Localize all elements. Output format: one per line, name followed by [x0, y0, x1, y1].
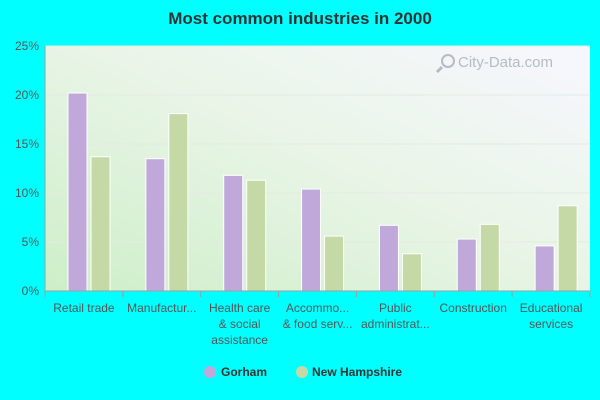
bar-gorham: [534, 245, 555, 292]
legend-swatch: [296, 366, 308, 378]
y-tick-label: 0%: [22, 284, 40, 298]
magnifier-icon: [435, 54, 455, 74]
bar-new-hampshire: [246, 179, 267, 292]
bar-new-hampshire: [557, 205, 578, 292]
x-category-label: Retail trade: [53, 301, 115, 315]
watermark-text: City-Data.com: [458, 54, 553, 71]
y-tick-label: 5%: [22, 235, 40, 249]
bar-gorham: [456, 238, 477, 292]
legend-label: Gorham: [221, 365, 267, 379]
bar-gorham: [67, 92, 88, 292]
legend: Gorham New Hampshire: [204, 365, 402, 379]
watermark: City-Data.com: [435, 54, 553, 74]
bar-new-hampshire: [479, 223, 500, 292]
bar-gorham: [378, 224, 399, 292]
bar-new-hampshire: [324, 235, 345, 292]
axes: 0% 5% 10% 15% 20% 25% Retail trade Manufactur..…: [15, 39, 591, 347]
y-tick-label: 20%: [15, 88, 39, 102]
bar-new-hampshire: [168, 113, 189, 292]
x-category-label: Educational services: [520, 301, 583, 331]
bar-new-hampshire: [90, 156, 111, 292]
y-tick-label: 15%: [15, 137, 39, 151]
bar-gorham: [145, 158, 166, 292]
bar-new-hampshire: [401, 253, 422, 292]
bar-gorham: [301, 188, 322, 292]
x-category-label: Health care & social assistance: [209, 301, 271, 347]
bar-gorham: [223, 174, 244, 292]
legend-swatch: [204, 366, 216, 378]
x-category-label: Accommo... & food serv...: [283, 301, 353, 331]
legend-label: New Hampshire: [312, 365, 402, 379]
x-category-label: Manufactur...: [127, 301, 196, 315]
x-category-label: Public administrat...: [361, 301, 430, 331]
y-tick-label: 10%: [15, 186, 39, 200]
chart-title: Most common industries in 2000: [168, 9, 432, 28]
x-category-label: Construction: [440, 301, 507, 315]
y-tick-label: 25%: [15, 39, 39, 53]
